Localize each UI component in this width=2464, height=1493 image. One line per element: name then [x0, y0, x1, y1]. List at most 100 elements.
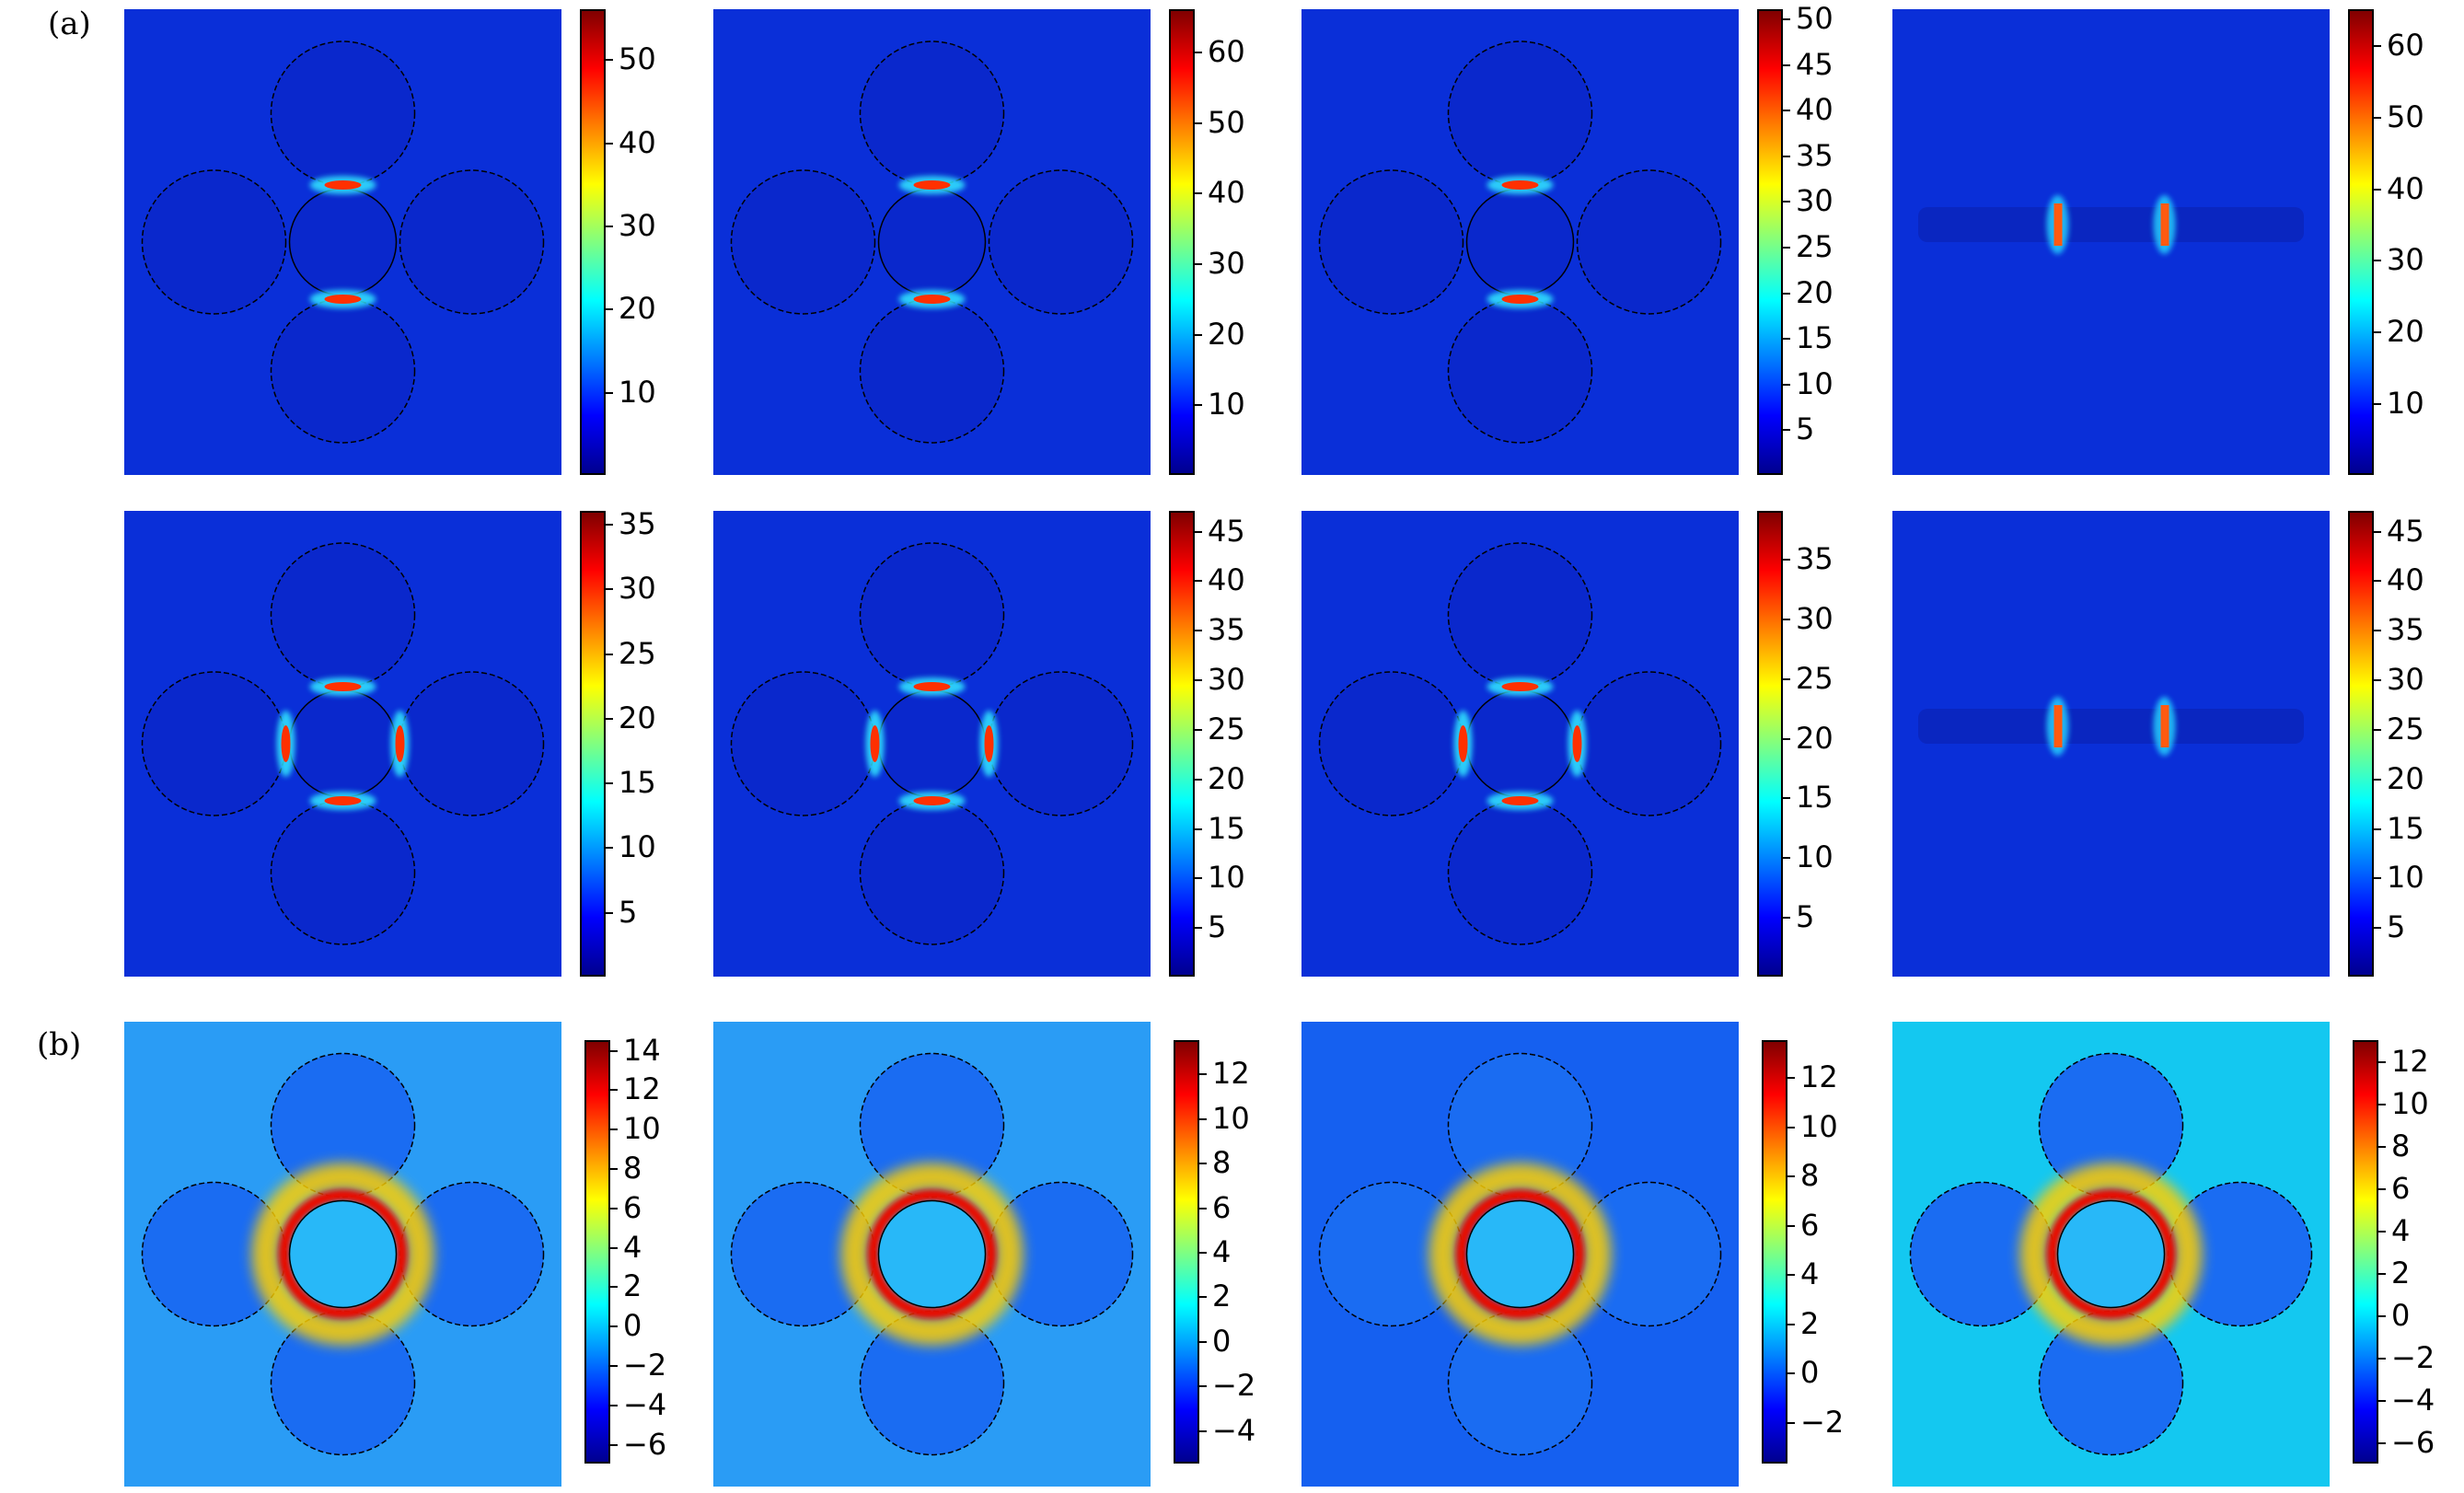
colorbar-tick	[608, 1286, 618, 1289]
colorbar-tick	[608, 1207, 618, 1209]
colorbar-tick	[1197, 1117, 1207, 1120]
colorbar-tick	[2372, 188, 2381, 191]
colorbar-tick	[1193, 404, 1202, 407]
colorbar-tick	[2372, 630, 2381, 632]
field-map-11	[1301, 1022, 1739, 1487]
field-enhancement-ring	[2019, 1163, 2203, 1346]
colorbar-tick-label: 12	[2391, 1044, 2429, 1079]
colorbar-tick	[1781, 383, 1790, 386]
colorbar-tick	[2372, 580, 2381, 583]
hotspot-ring	[867, 1189, 997, 1319]
colorbar-tick	[604, 142, 613, 145]
outer-disk-3	[141, 671, 287, 816]
hotspot-2	[324, 295, 362, 304]
heatmap-panel	[1892, 1022, 2330, 1487]
heatmap-panel	[713, 1022, 1151, 1487]
colorbar-tick	[2377, 1061, 2386, 1063]
center-disk	[1465, 1199, 1575, 1309]
colorbar-tick	[604, 911, 613, 914]
colorbar-tick	[2372, 44, 2381, 47]
colorbar-tick	[1193, 333, 1202, 336]
colorbar-tick-label: 25	[1796, 660, 1834, 696]
colorbar-tick	[1781, 155, 1790, 157]
heatmap-panel	[124, 1022, 561, 1487]
colorbar-tick	[1193, 122, 1202, 124]
hotspot-3	[281, 725, 291, 762]
colorbar-tick-label: 40	[1796, 92, 1834, 128]
nanobar-outline	[1918, 207, 2304, 242]
colorbar-tick-label: 20	[2387, 760, 2424, 796]
colorbar-tick	[604, 391, 613, 394]
colorbar-tick	[1786, 1077, 1795, 1080]
colorbar-tick	[1781, 429, 1790, 432]
colorbar	[1757, 9, 1783, 475]
colorbar-tick	[2372, 877, 2381, 880]
colorbar-tick-label: −6	[623, 1426, 667, 1462]
colorbar-tick-label: 25	[1796, 228, 1834, 264]
colorbar-tick	[1781, 338, 1790, 341]
colorbar-tick-label: 8	[1212, 1145, 1232, 1181]
panel-label-a: (a)	[48, 6, 91, 42]
colorbar-tick-label: 35	[2387, 612, 2424, 648]
center-disk	[877, 1199, 987, 1309]
colorbar-tick	[608, 1168, 618, 1171]
colorbar-tick-label: 2	[1800, 1305, 1820, 1341]
outer-disk-2	[859, 800, 1005, 945]
colorbar-tick-label: 25	[1208, 711, 1245, 746]
colorbar-tick-label: 20	[1796, 274, 1834, 310]
colorbar-tick-label: 50	[1208, 104, 1245, 140]
hotspot-2	[1501, 796, 1539, 805]
colorbar-tick	[604, 717, 613, 720]
colorbar-tick	[608, 1443, 618, 1446]
heatmap-panel	[1892, 511, 2330, 977]
outer-disk-4	[1576, 671, 1722, 816]
colorbar-tick	[1781, 677, 1790, 680]
colorbar-tick-label: 14	[623, 1032, 661, 1068]
outer-disk-2	[270, 800, 416, 945]
colorbar-tick	[608, 1325, 618, 1328]
colorbar-tick-label: 4	[2391, 1213, 2411, 1248]
colorbar-tick-label: 30	[1208, 662, 1245, 698]
heatmap-panel	[713, 9, 1151, 475]
colorbar-tick	[1197, 1207, 1207, 1209]
colorbar-tick-label: −2	[1800, 1404, 1845, 1440]
colorbar-gradient	[2354, 1042, 2377, 1462]
colorbar-tick-label: 12	[1800, 1059, 1838, 1095]
colorbar-tick-label: 10	[2391, 1086, 2429, 1121]
field-map-6	[713, 511, 1151, 977]
colorbar-tick	[1781, 246, 1790, 249]
colorbar-tick-label: 25	[619, 635, 656, 671]
colorbar-gradient	[582, 11, 604, 473]
colorbar-tick	[2372, 828, 2381, 830]
colorbar-tick	[2377, 1104, 2386, 1105]
colorbar-tick-label: 25	[2387, 711, 2424, 746]
colorbar-tick-label: −6	[2391, 1425, 2435, 1460]
colorbar-tick	[1781, 558, 1790, 561]
colorbar-tick-label: 10	[623, 1111, 661, 1147]
colorbar-tick-label: 35	[619, 506, 656, 542]
colorbar-tick-label: 45	[2387, 513, 2424, 549]
colorbar-tick	[2377, 1188, 2386, 1190]
colorbar-tick-label: 20	[619, 291, 656, 327]
colorbar-tick	[608, 1246, 618, 1249]
colorbar-tick	[604, 524, 613, 527]
colorbar-tick	[1781, 201, 1790, 203]
center-disk	[2056, 1199, 2166, 1309]
colorbar-tick-label: 12	[1212, 1056, 1250, 1092]
colorbar-tick-label: 5	[1208, 909, 1227, 945]
outer-disk-4	[1576, 169, 1722, 315]
outer-disk-4	[399, 169, 545, 315]
colorbar-tick-label: 50	[2387, 98, 2424, 134]
colorbar-tick-label: 40	[1208, 175, 1245, 211]
colorbar-tick	[1781, 17, 1790, 20]
colorbar-tick-label: 8	[2391, 1128, 2411, 1163]
field-map-8	[1892, 511, 2330, 977]
field-map-1	[124, 9, 561, 475]
colorbar-tick	[1193, 192, 1202, 195]
colorbar-tick	[2372, 927, 2381, 930]
heatmap-panel	[124, 9, 561, 475]
colorbar-tick	[1786, 1372, 1795, 1375]
colorbar-tick-label: 20	[1208, 316, 1245, 352]
colorbar-gradient	[586, 1042, 608, 1462]
colorbar-tick-label: 30	[619, 207, 656, 243]
